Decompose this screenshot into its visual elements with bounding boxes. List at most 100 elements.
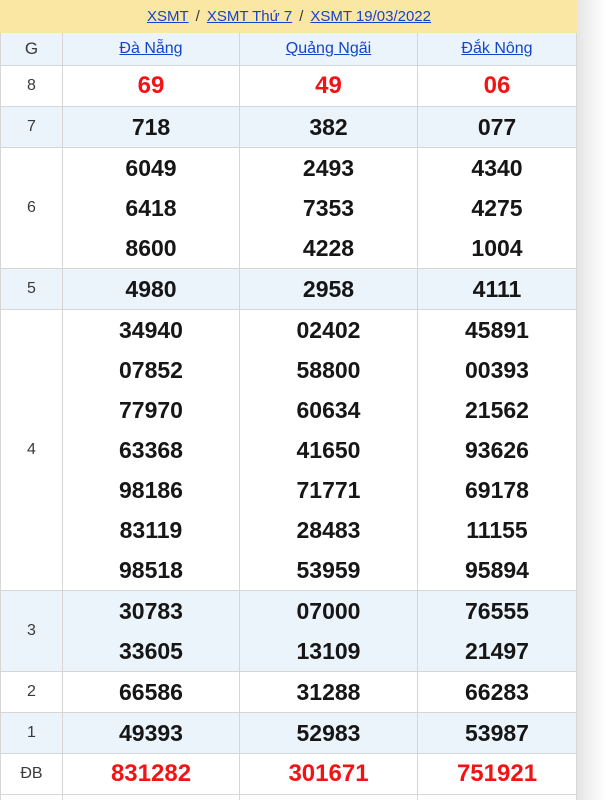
filler-cell [240,795,418,800]
breadcrumb-link[interactable]: XSMT [146,8,189,25]
prize-row-label: 8 [1,66,63,106]
result-cell: 53987 [418,713,577,753]
table-row: 4 34940 07852 77970 63368 98186 83119 98518 0240… [1,310,578,591]
result-cell: 45891 00393 21562 93626 69178 11155 95894 [418,310,577,590]
breadcrumb: XSMT / XSMT Thứ 7 / XSMT 19/03/2022 [0,0,578,33]
result-number: 8600 [125,235,177,261]
result-number: 7353 [302,195,355,221]
result-number: 66283 [465,679,529,705]
results-table: G Đà Nẵng Quảng Ngãi Đắk Nông 8 69 49 06 7 71… [0,33,578,800]
result-cell: 301671 [240,754,418,794]
result-number: 11155 [466,517,528,543]
table-row: 1 49393 52983 53987 [1,713,578,754]
result-cell: 4340 4275 1004 [418,148,577,268]
result-number: 77970 [119,397,183,423]
result-number: 49393 [119,720,183,746]
result-cell: 2493 7353 4228 [240,148,418,268]
table-row: 7 718 382 077 [1,107,578,148]
result-number: 66586 [119,679,183,705]
result-number: 58800 [296,357,361,383]
result-number: 63368 [119,437,183,463]
result-number: 98186 [119,477,183,503]
result-cell: 6049 6418 8600 [63,148,240,268]
result-number: 28483 [296,517,361,543]
column-header-quang-ngai[interactable]: Quảng Ngãi [240,33,418,65]
result-cell: 07000 13109 [240,591,418,671]
result-number: 60634 [296,397,361,423]
prize-row-label: 7 [1,107,63,147]
result-cell: 49 [240,66,418,106]
result-number: 077 [477,114,517,140]
result-number: 4275 [471,195,523,221]
result-number: 6049 [125,155,177,181]
result-number: 2493 [302,155,355,181]
result-cell: 2958 [240,269,418,309]
table-row: 3 30783 33605 07000 13109 76555 21497 [1,591,578,672]
result-cell: 66283 [418,672,577,712]
result-number: 21497 [465,638,529,664]
prize-row-label: 2 [1,672,63,712]
result-cell: 06 [418,66,577,106]
column-header-dak-nong[interactable]: Đắk Nông [418,33,577,65]
prize-row-label: 6 [1,148,63,268]
result-number: 1004 [471,235,523,261]
result-cell: 751921 [418,754,577,794]
table-row: ĐB 831282 301671 751921 [1,754,578,795]
prize-row-label: 3 [1,591,63,671]
result-number: 30783 [119,598,183,624]
result-number: 07852 [119,357,183,383]
table-row: 8 69 49 06 [1,66,578,107]
result-number: 751921 [456,760,538,787]
result-number: 13109 [296,638,361,664]
table-header-row: G Đà Nẵng Quảng Ngãi Đắk Nông [1,33,578,66]
prize-row-label: 4 [1,310,63,590]
result-cell: 382 [240,107,418,147]
column-header-da-nang[interactable]: Đà Nẵng [63,33,240,65]
result-number: 69178 [465,477,529,503]
result-number: 831282 [110,760,192,787]
result-number: 69 [137,72,165,99]
result-cell: 34940 07852 77970 63368 98186 83119 98518 [63,310,240,590]
result-cell: 69 [63,66,240,106]
right-edge-shadow [577,0,605,800]
result-number: 53959 [296,557,361,583]
filler-cell [418,795,577,800]
result-cell: 4980 [63,269,240,309]
result-cell: 02402 58800 60634 41650 71771 28483 53959 [240,310,418,590]
result-number: 71771 [296,477,361,503]
result-number: 4340 [471,155,523,181]
result-number: 6418 [125,195,177,221]
result-number: 00393 [465,357,529,383]
result-cell: 30783 33605 [63,591,240,671]
result-number: 45891 [465,317,529,343]
result-number: 49 [315,72,342,99]
result-number: 4980 [125,276,177,302]
filler-cell [1,795,63,800]
prize-row-label: 1 [1,713,63,753]
result-number: 34940 [119,317,183,343]
result-number: 98518 [119,557,183,583]
table-filler-row [1,795,578,800]
result-cell: 52983 [240,713,418,753]
result-number: 718 [131,114,171,140]
result-cell: 077 [418,107,577,147]
prize-row-label: 5 [1,269,63,309]
prize-row-label: ĐB [1,754,63,794]
result-number: 4111 [472,276,522,302]
result-number: 06 [483,72,511,99]
result-number: 95894 [465,557,529,583]
prize-column-header: G [1,33,63,65]
table-row: 6 6049 6418 8600 2493 7353 4228 4340 4275 1004 [1,148,578,269]
result-number: 2958 [302,276,355,302]
result-number: 93626 [465,437,529,463]
breadcrumb-link[interactable]: XSMT Thứ 7 [206,8,293,25]
result-number: 02402 [296,317,361,343]
result-cell: 31288 [240,672,418,712]
result-number: 21562 [465,397,529,423]
result-cell: 76555 21497 [418,591,577,671]
filler-cell [63,795,240,800]
result-number: 76555 [465,598,529,624]
result-number: 31288 [296,679,361,705]
breadcrumb-link[interactable]: XSMT 19/03/2022 [310,8,431,25]
